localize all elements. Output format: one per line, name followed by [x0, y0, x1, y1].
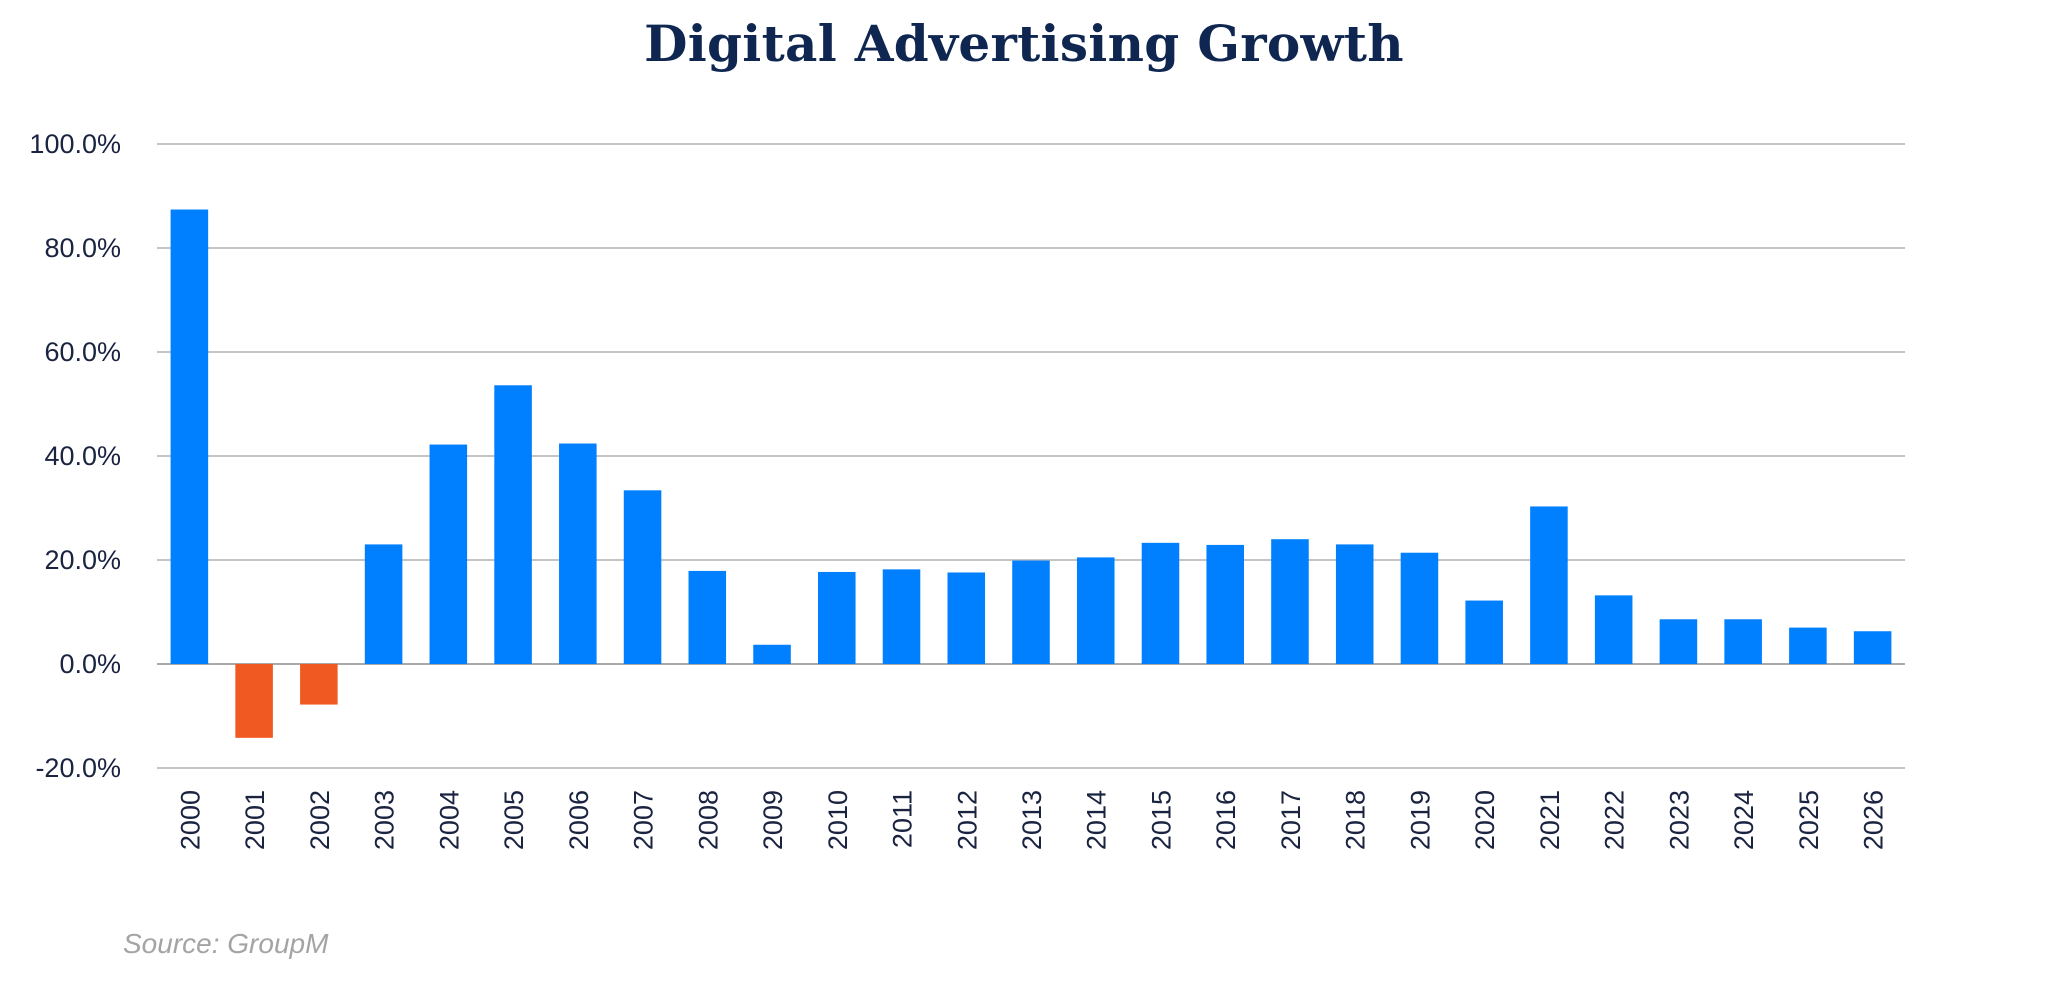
x-tick-label: 2001 [240, 790, 270, 850]
x-axis-ticks: 2000 2001 2002 2003 2004 2005 2006 2007 2008 2009… [175, 790, 1888, 850]
x-tick-label: 2019 [1405, 790, 1435, 850]
bar-2016 [1206, 544, 1244, 664]
x-tick-label: 2022 [1600, 790, 1630, 850]
x-tick-label: 2024 [1729, 790, 1759, 850]
x-tick-label: 2016 [1211, 790, 1241, 850]
x-tick-label: 2020 [1470, 790, 1500, 850]
x-tick-label: 2013 [1017, 790, 1047, 850]
bar-2000 [170, 209, 209, 664]
x-tick-label: 2000 [175, 790, 205, 850]
bar-2008 [688, 570, 727, 664]
bar-2022 [1594, 595, 1633, 664]
y-tick-label: 80.0% [44, 233, 121, 263]
bar-2003 [364, 544, 403, 664]
gridlines [157, 143, 1905, 769]
bar-2001 [235, 664, 273, 738]
y-tick-label: 40.0% [44, 441, 121, 471]
bar-2004 [429, 444, 468, 664]
bar-2013 [1012, 560, 1050, 664]
x-tick-label: 2018 [1341, 790, 1371, 850]
y-tick-label: 100.0% [29, 129, 121, 159]
source-note: Source: GroupM [123, 928, 329, 959]
bar-2010 [818, 571, 856, 664]
x-tick-label: 2005 [499, 790, 529, 850]
y-tick-label: 60.0% [44, 337, 121, 367]
y-axis-ticks: -20.0% 0.0% 20.0% 40.0% 60.0% 80.0% 100.0% [29, 129, 121, 783]
bar-2025 [1789, 627, 1827, 664]
x-tick-label: 2007 [629, 790, 659, 850]
x-tick-label: 2021 [1535, 790, 1565, 850]
x-tick-label: 2011 [888, 790, 918, 848]
x-tick-label: 2003 [370, 790, 400, 850]
chart-title: Digital Advertising Growth [644, 14, 1404, 73]
x-tick-label: 2017 [1276, 790, 1306, 850]
y-tick-label: 20.0% [44, 545, 121, 575]
bar-2011 [882, 569, 921, 664]
x-tick-label: 2025 [1794, 790, 1824, 850]
x-tick-label: 2004 [434, 790, 464, 850]
bar-2026 [1853, 631, 1892, 664]
x-tick-label: 2012 [952, 790, 982, 850]
x-tick-label: 2008 [693, 790, 723, 850]
y-tick-label: -20.0% [35, 753, 121, 783]
bar-2018 [1335, 544, 1374, 664]
bar-2015 [1141, 542, 1180, 664]
bar-2007 [623, 490, 662, 664]
x-tick-label: 2010 [823, 790, 853, 850]
x-tick-label: 2015 [1146, 790, 1176, 850]
bar-2002 [300, 664, 338, 705]
bar-2009 [753, 644, 791, 664]
x-tick-label: 2014 [1082, 790, 1112, 850]
bar-2005 [494, 385, 532, 664]
bar-2019 [1400, 552, 1439, 664]
bar-2023 [1659, 619, 1698, 664]
bar-2021 [1530, 506, 1568, 664]
x-tick-label: 2026 [1859, 790, 1889, 850]
bars [170, 209, 1892, 738]
x-tick-label: 2002 [305, 790, 335, 850]
x-tick-label: 2006 [564, 790, 594, 850]
bar-2006 [559, 443, 597, 664]
bar-2024 [1724, 619, 1762, 664]
x-tick-label: 2023 [1664, 790, 1694, 850]
bar-2012 [947, 572, 986, 664]
bar-2014 [1076, 557, 1115, 664]
bar-2017 [1271, 539, 1309, 664]
y-tick-label: 0.0% [59, 649, 121, 679]
x-tick-label: 2009 [758, 790, 788, 850]
bar-2020 [1465, 600, 1503, 664]
